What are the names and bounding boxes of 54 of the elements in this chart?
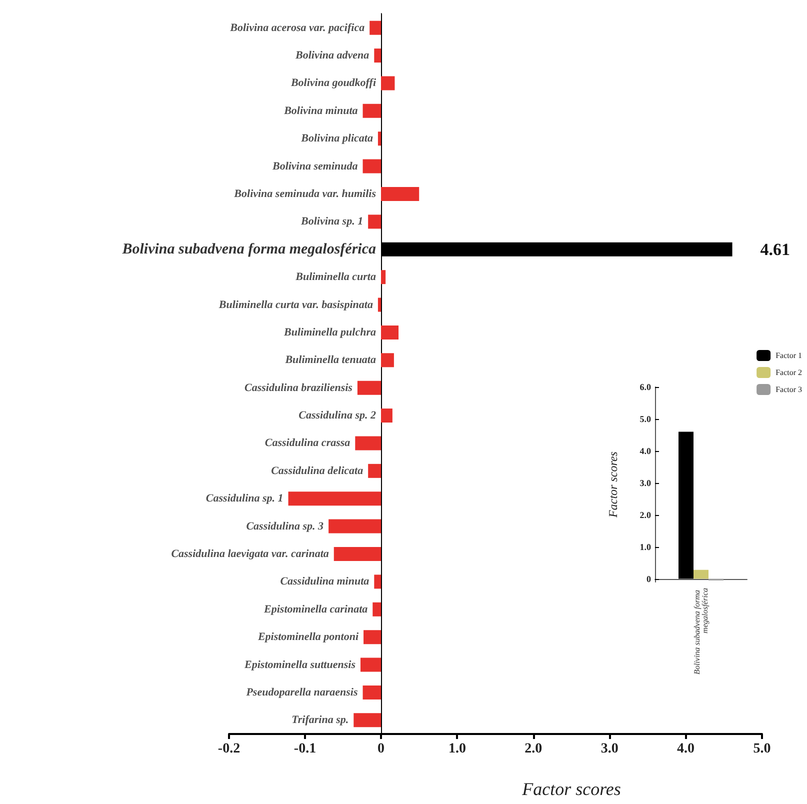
y-axis-title: Factor scores bbox=[606, 451, 620, 518]
y-tick-label: Epistominella pontoni bbox=[256, 631, 360, 644]
y-tick-label: Cassidulina braziliensis bbox=[244, 382, 352, 394]
y-tick-label: 3.0 bbox=[640, 478, 652, 488]
y-tick-label: 5.0 bbox=[640, 414, 652, 424]
x-tick-label: 1.0 bbox=[448, 742, 466, 756]
legend-label: Factor 2 bbox=[776, 368, 802, 377]
y-tick-label: Bolivina plicata bbox=[300, 132, 374, 145]
y-tick-label: Cassidulina sp. 2 bbox=[298, 410, 376, 422]
y-tick-label: 6.0 bbox=[640, 382, 652, 392]
y-tick-label: Pseudoparella naraensis bbox=[246, 686, 358, 698]
bar bbox=[381, 325, 399, 340]
y-tick-label: Cassidulina delicata bbox=[271, 464, 364, 477]
y-tick-label: Cassidulina sp. 1 bbox=[206, 492, 284, 505]
y-tick-label: Cassidulina laevigata var. carinata bbox=[171, 548, 330, 560]
y-tick-label: Buliminella curta bbox=[294, 271, 376, 284]
x-tick-label: 4.0 bbox=[677, 742, 695, 756]
x-tick-label: 5.0 bbox=[753, 742, 771, 756]
bar bbox=[381, 270, 386, 284]
data-label: 4.61 bbox=[760, 240, 790, 259]
legend-label: Factor 3 bbox=[776, 385, 802, 394]
y-tick-label: 0 bbox=[646, 574, 652, 584]
y-tick-label: 2.0 bbox=[640, 510, 652, 520]
y-tick-label: Bolivina sp. 1 bbox=[300, 216, 364, 228]
y-tick-label: Trifarina sp. bbox=[292, 714, 349, 726]
y-tick-label: Bolivina seminuda var. humilis bbox=[233, 188, 376, 200]
x-axis-title: Factor scores bbox=[521, 779, 621, 799]
x-tick-label: 3.0 bbox=[600, 742, 618, 756]
y-tick-label: Bolivina advena bbox=[294, 50, 370, 62]
y-tick-label: Bolivina seminuda bbox=[271, 160, 358, 172]
y-tick-label: Bolivina subadvena forma megalosférica bbox=[121, 241, 376, 258]
y-tick-label: Bolivina minuta bbox=[283, 104, 358, 117]
legend-label: Factor 1 bbox=[776, 351, 802, 360]
y-tick-label: Epistominella suttuensis bbox=[244, 658, 356, 671]
x-tick-label: -0.2 bbox=[218, 742, 240, 756]
bar bbox=[381, 408, 392, 423]
bar bbox=[678, 432, 694, 579]
bar bbox=[381, 187, 420, 201]
x-tick-label: -0.1 bbox=[294, 742, 316, 756]
y-tick-label: Buliminella curta var. basispinata bbox=[218, 298, 374, 311]
y-tick-label: Cassidulina minuta bbox=[280, 576, 370, 588]
bar bbox=[381, 353, 394, 368]
bar bbox=[381, 76, 395, 90]
y-tick-label: Epistominella carinata bbox=[263, 603, 368, 616]
y-tick-label: Buliminella pulchra bbox=[283, 326, 376, 338]
y-tick-label: Cassidulina sp. 3 bbox=[246, 520, 324, 532]
y-tick-label: Buliminella tenuata bbox=[284, 354, 376, 366]
x-tick-label: 2.0 bbox=[524, 742, 542, 756]
bar bbox=[694, 570, 708, 579]
y-tick-label: 4.0 bbox=[640, 446, 652, 456]
y-tick-label: Bolivina acerosa var. pacifica bbox=[229, 22, 366, 34]
y-tick-label: Cassidulina crassa bbox=[264, 437, 351, 450]
y-tick-label: 1.0 bbox=[640, 542, 652, 552]
y-tick-label: Bolivina goudkoffi bbox=[290, 77, 377, 90]
